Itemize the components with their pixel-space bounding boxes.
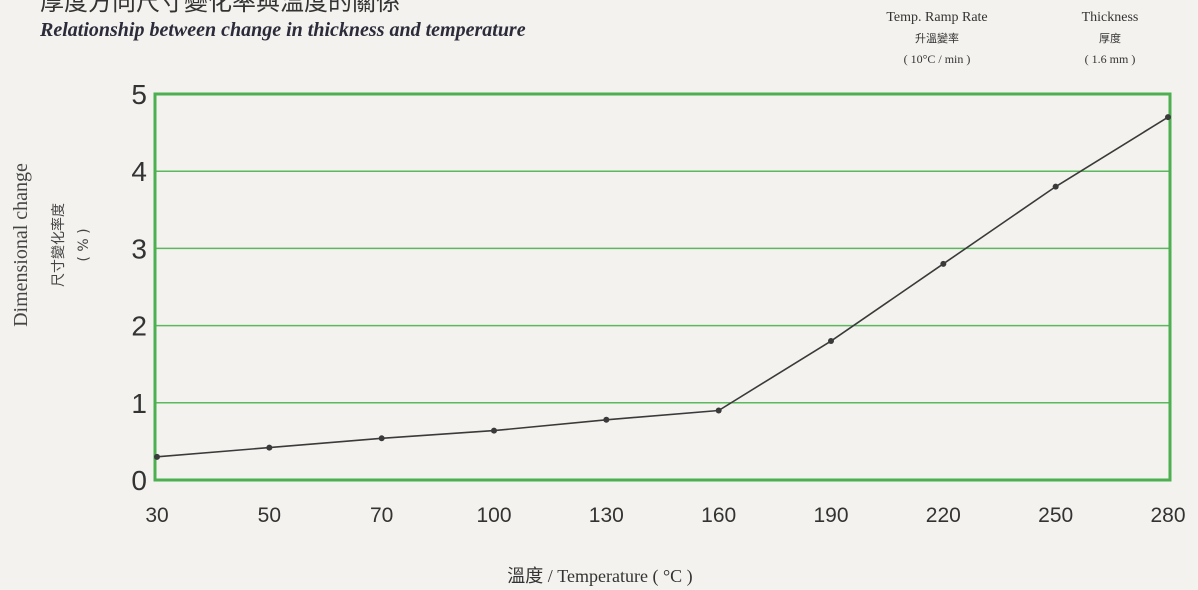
y-tick-labels: 0 1 2 3 4 5	[131, 79, 147, 496]
data-point	[603, 416, 610, 423]
chart-title-cn: 厚度方向尺寸變化率與溫度的關係	[40, 0, 400, 16]
y-tick-label: 3	[131, 233, 147, 264]
y-tick-label: 4	[131, 156, 147, 187]
y-tick-label: 5	[131, 79, 147, 110]
x-tick-label: 160	[701, 504, 736, 527]
y-axis-label-cn: 尺寸變化率度	[50, 203, 67, 287]
x-tick-label: 100	[476, 504, 511, 527]
data-point	[491, 427, 497, 434]
data-point	[378, 435, 385, 442]
ramp-rate-label-cn: 升溫變率	[915, 31, 959, 45]
data-points	[154, 114, 1171, 460]
x-tick-label: 130	[589, 504, 624, 527]
y-axis-label-unit: ( % )	[76, 228, 92, 261]
x-axis-label: 溫度 / Temperature ( °C )	[507, 566, 692, 587]
data-point	[154, 453, 160, 460]
x-tick-labels: 30 50 70 100 130 160 190 220 250 280	[145, 504, 1185, 527]
data-point	[1052, 183, 1059, 190]
thickness-label: Thickness	[1082, 10, 1139, 25]
y-tick-label: 0	[131, 465, 147, 496]
series-line	[156, 116, 1169, 458]
x-tick-label: 220	[926, 504, 961, 527]
y-tick-label: 2	[131, 311, 147, 342]
ramp-rate-label: Temp. Ramp Rate	[886, 10, 987, 25]
thickness-value: ( 1.6 mm )	[1085, 52, 1136, 66]
data-point	[1165, 114, 1171, 121]
y-tick-label: 1	[131, 388, 147, 419]
data-point	[715, 407, 722, 414]
grid-lines	[155, 170, 1170, 404]
chart-title-en: Relationship between change in thickness…	[39, 19, 526, 41]
x-tick-label: 250	[1038, 504, 1073, 527]
x-tick-label: 30	[145, 504, 168, 527]
ramp-rate-value: ( 10°C / min )	[904, 52, 971, 66]
data-point	[266, 444, 273, 451]
thickness-label-cn: 厚度	[1099, 31, 1121, 45]
x-tick-label: 280	[1150, 504, 1185, 527]
data-point	[940, 260, 947, 267]
plot-frame	[153, 92, 1172, 482]
x-tick-label: 50	[258, 504, 281, 527]
x-tick-label: 190	[813, 504, 848, 527]
test-conditions: Temp. Ramp Rate 升溫變率 ( 10°C / min ) Thic…	[886, 10, 1138, 66]
y-axis-label-en: Dimensional change	[10, 163, 32, 327]
x-tick-label: 70	[370, 504, 393, 527]
data-point	[828, 338, 834, 345]
